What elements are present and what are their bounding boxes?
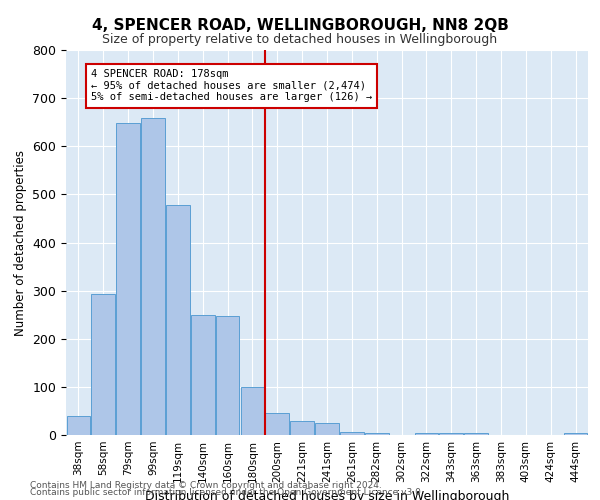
Bar	[315, 423, 339, 435]
Text: Contains public sector information licensed under the Open Government Licence v3: Contains public sector information licen…	[30, 488, 424, 497]
Bar	[415, 432, 438, 435]
X-axis label: Distribution of detached houses by size in Wellingborough: Distribution of detached houses by size …	[145, 490, 509, 500]
Bar	[464, 433, 488, 435]
Bar	[265, 414, 289, 435]
Bar	[116, 123, 140, 435]
Bar	[241, 387, 264, 435]
Text: 4, SPENCER ROAD, WELLINGBOROUGH, NN8 2QB: 4, SPENCER ROAD, WELLINGBOROUGH, NN8 2QB	[92, 18, 508, 32]
Bar	[216, 316, 239, 435]
Y-axis label: Number of detached properties: Number of detached properties	[14, 150, 27, 336]
Bar	[67, 416, 90, 435]
Bar	[290, 420, 314, 435]
Bar	[564, 433, 587, 435]
Bar	[141, 118, 165, 435]
Bar	[439, 432, 463, 435]
Text: Size of property relative to detached houses in Wellingborough: Size of property relative to detached ho…	[103, 32, 497, 46]
Bar	[340, 432, 364, 435]
Text: Contains HM Land Registry data © Crown copyright and database right 2024.: Contains HM Land Registry data © Crown c…	[30, 480, 382, 490]
Text: 4 SPENCER ROAD: 178sqm
← 95% of detached houses are smaller (2,474)
5% of semi-d: 4 SPENCER ROAD: 178sqm ← 95% of detached…	[91, 69, 372, 102]
Bar	[191, 314, 215, 435]
Bar	[365, 432, 389, 435]
Bar	[91, 294, 115, 435]
Bar	[166, 205, 190, 435]
